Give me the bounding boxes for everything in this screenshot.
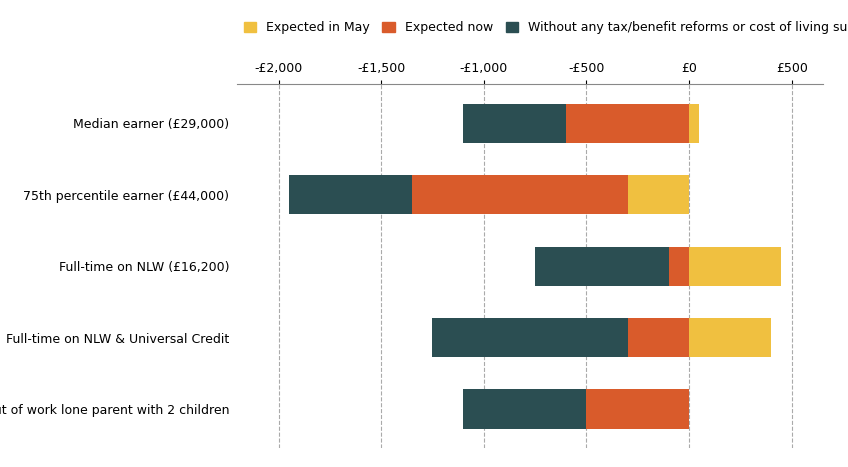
Bar bbox=[535, 247, 689, 286]
Bar bbox=[628, 318, 689, 357]
Bar bbox=[566, 104, 689, 143]
Bar bbox=[689, 318, 771, 357]
Bar bbox=[587, 389, 689, 429]
Bar bbox=[668, 247, 689, 286]
Bar bbox=[689, 247, 782, 286]
Bar bbox=[463, 389, 689, 429]
Bar bbox=[628, 175, 689, 214]
Bar bbox=[412, 175, 689, 214]
Bar bbox=[463, 104, 689, 143]
Bar bbox=[689, 104, 700, 143]
Bar bbox=[432, 318, 689, 357]
Bar bbox=[289, 175, 689, 214]
Legend: Expected in May, Expected now, Without any tax/benefit reforms or cost of living: Expected in May, Expected now, Without a… bbox=[243, 21, 848, 34]
